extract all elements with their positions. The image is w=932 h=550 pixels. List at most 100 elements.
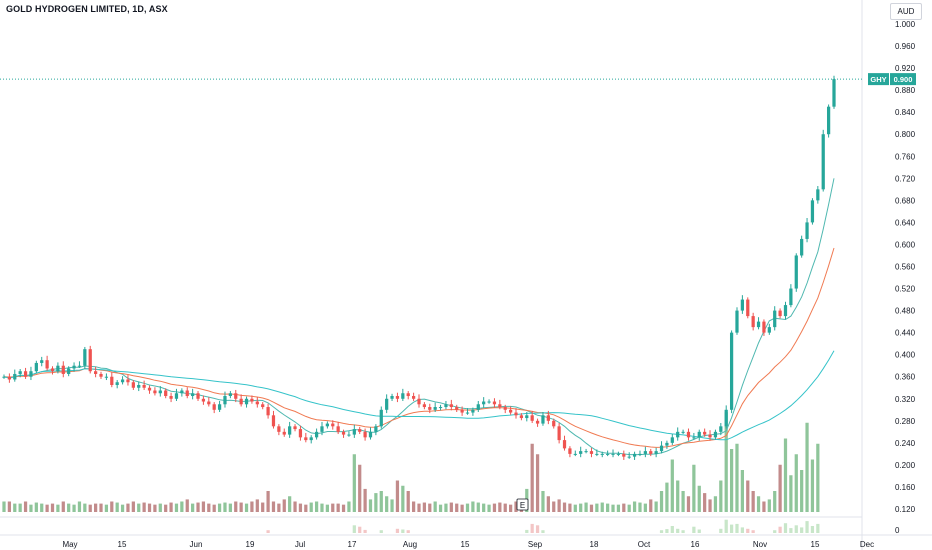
candle-body [643, 451, 647, 454]
candle-body [616, 453, 621, 455]
symbol-tag [868, 73, 889, 86]
candle-body [449, 404, 453, 408]
volume-bar [120, 504, 125, 512]
volume-bar [191, 503, 195, 512]
volume-bar [50, 503, 55, 512]
volume-bar [61, 501, 65, 512]
y-tick-label: 0.200 [895, 461, 916, 470]
volume-bar [476, 502, 480, 512]
volume-bar [800, 470, 804, 512]
volume-bar [783, 438, 788, 512]
indicator-bar [676, 528, 680, 533]
indicator-bar [719, 528, 723, 533]
last-price-tag [890, 73, 916, 86]
y-tick-label: 0.480 [895, 307, 916, 316]
volume-bar [293, 501, 297, 512]
earnings-marker[interactable] [516, 498, 529, 511]
volume-bar [147, 503, 152, 512]
volume-bar [7, 501, 12, 512]
candle-body [535, 420, 540, 424]
candle-body [228, 393, 232, 397]
candle-body [363, 431, 367, 438]
candle-body [83, 349, 87, 366]
candle-body [261, 404, 265, 408]
candle-body [444, 404, 448, 408]
volume-bar [659, 491, 664, 512]
candle-body [816, 189, 820, 201]
volume-bar [589, 504, 594, 512]
candle-body [546, 415, 550, 421]
candle-body [341, 431, 346, 435]
volume-bar [789, 475, 793, 512]
volume-bar [611, 504, 615, 512]
volume-bar [309, 502, 313, 512]
candle-body [476, 404, 480, 410]
candle-body [428, 407, 432, 410]
volume-bar [18, 503, 22, 512]
candle-body [29, 371, 33, 377]
candle-body [509, 409, 513, 413]
candle-body [471, 409, 475, 413]
volume-bar [643, 503, 647, 512]
candle-body [632, 453, 637, 457]
candle-body [659, 445, 664, 452]
candle-body [45, 360, 49, 369]
candle-body [465, 412, 470, 414]
candle-body [137, 384, 141, 388]
y-tick-label: 0.360 [895, 373, 916, 382]
candle-body [789, 288, 793, 306]
volume-bar [471, 501, 475, 512]
volume-bar [509, 504, 513, 512]
volume-bar [767, 499, 771, 512]
volume-bar [385, 496, 389, 512]
candle-body [568, 448, 572, 454]
candle-body [207, 401, 211, 405]
candle-body [794, 255, 798, 289]
x-tick-label: Nov [753, 540, 767, 549]
candle-body [185, 390, 189, 397]
indicator-bar [530, 523, 534, 533]
indicator-bar [681, 530, 685, 533]
candle-body [756, 321, 761, 328]
indicator-bar [379, 530, 383, 533]
volume-bar [460, 504, 464, 512]
volume-bar [88, 504, 92, 512]
indicator-bar [800, 527, 804, 533]
volume-bar [681, 491, 685, 512]
volume-bar [492, 503, 497, 512]
volume-bar [417, 503, 421, 512]
volume-bar [422, 502, 427, 512]
volume-bar [740, 470, 744, 512]
volume-bar [45, 504, 49, 512]
x-tick-label: 17 [348, 540, 357, 549]
indicator-bar [659, 530, 664, 533]
y-tick-label: 0.720 [895, 174, 916, 183]
y-tick-label: 0.240 [895, 439, 916, 448]
volume-bar [756, 496, 761, 512]
candle-body [293, 426, 297, 430]
candle-body [56, 365, 60, 372]
volume-bar [153, 504, 157, 512]
candle-body [131, 382, 135, 388]
volume-bar [600, 502, 604, 512]
candle-body [7, 376, 12, 380]
volume-bar [616, 504, 621, 512]
x-tick-label: 15 [461, 540, 470, 549]
volume-bar [164, 504, 168, 512]
currency-selector[interactable]: AUD [890, 3, 922, 20]
volume-bar [110, 501, 114, 512]
candle-body [196, 393, 200, 399]
volume-bar [584, 502, 588, 512]
indicator-bar [363, 529, 367, 533]
candle-body [783, 305, 788, 317]
volume-bar [207, 503, 211, 512]
candle-body [541, 415, 545, 424]
candle-body [234, 393, 238, 399]
volume-bar [223, 502, 227, 512]
candle-body [821, 134, 825, 190]
volume-bar [298, 503, 303, 512]
candle-body [174, 393, 179, 399]
volume-bar [234, 501, 238, 512]
candle-body [358, 429, 362, 432]
